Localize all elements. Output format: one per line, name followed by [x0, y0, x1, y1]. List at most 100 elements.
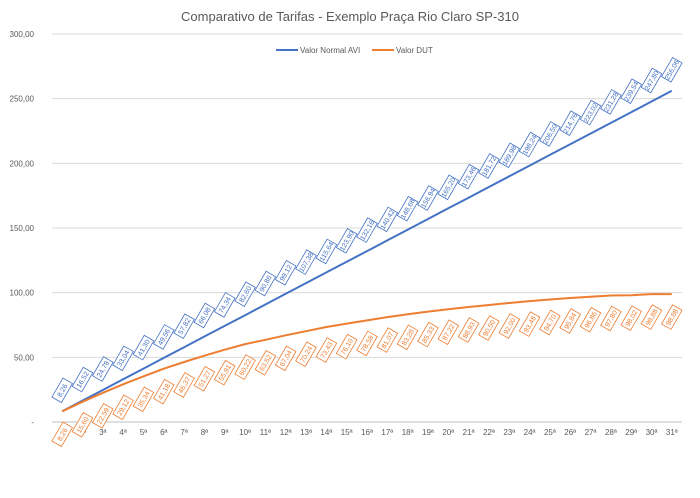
data-label-box: [660, 56, 683, 83]
series-line-0: [61, 89, 673, 413]
data-label-1: 90,50: [478, 315, 500, 341]
x-tick-label: 20ª: [442, 428, 454, 437]
x-tick-label: 18ª: [402, 428, 414, 437]
data-label-0: 231,28: [600, 89, 622, 115]
data-label-1: 96,86: [579, 306, 602, 333]
data-label-box: [539, 121, 561, 147]
data-label-0: 198,24: [518, 131, 541, 158]
data-label-0: 90,86: [254, 270, 277, 297]
data-label-box: [193, 365, 216, 392]
data-label-box: [91, 356, 114, 382]
data-label-box: [417, 185, 439, 211]
y-tick-label: 300,00: [10, 30, 35, 39]
data-label-1: 70,24: [295, 341, 317, 368]
y-tick-label: 200,00: [10, 159, 35, 168]
y-tick-label: -: [31, 418, 34, 427]
data-label-1: 51,27: [193, 365, 216, 392]
data-label-1: 94,70: [539, 309, 561, 336]
data-label-box: [71, 411, 94, 438]
data-label-1: 63,52: [254, 349, 277, 376]
x-tick-label: 11ª: [260, 428, 271, 437]
data-label-0: 49,56: [152, 324, 175, 350]
x-tick-label: 5ª: [140, 428, 147, 437]
data-label-box: [152, 324, 175, 350]
data-label-0: 74,34: [213, 292, 236, 318]
data-label-0: 123,90: [335, 227, 358, 254]
data-label-1: 15,60: [71, 411, 94, 438]
series-line-1: [61, 293, 672, 413]
data-label-0: 24,78: [91, 356, 114, 382]
x-tick-label: 14ª: [320, 428, 332, 437]
data-label-0: 247,80: [640, 67, 663, 94]
data-label-1: 41,18: [152, 378, 175, 405]
data-label-box: [376, 206, 399, 233]
data-label-box: [437, 174, 460, 201]
data-label-box: [173, 313, 195, 340]
data-label-1: 76,10: [335, 333, 358, 360]
x-tick-label: 16ª: [361, 428, 373, 437]
x-tick-label: 17ª: [381, 428, 393, 437]
data-label-box: [315, 238, 338, 265]
data-label-box: [498, 142, 521, 169]
data-label-1: 78,58: [356, 330, 378, 357]
x-tick-label: 13ª: [300, 428, 312, 437]
x-tick-label: 27ª: [585, 428, 597, 437]
data-label-box: [132, 334, 155, 361]
data-label-box: [152, 378, 175, 405]
data-label-box: [579, 99, 602, 126]
data-label-0: 189,98: [498, 142, 521, 169]
data-label-1: 35,34: [132, 386, 155, 413]
data-label-box: [376, 327, 399, 353]
data-label-0: 239,54: [620, 78, 643, 105]
data-label-box: [254, 349, 277, 376]
data-label-box: [478, 153, 500, 179]
data-label-box: [396, 195, 419, 222]
data-label-0: 132,16: [356, 217, 378, 243]
data-label-0: 16,52: [71, 366, 94, 393]
data-label-0: 115,64: [315, 238, 338, 265]
data-label-0: 33,04: [112, 345, 134, 372]
data-label-1: 98,88: [660, 304, 683, 330]
data-label-box: [315, 337, 338, 363]
data-label-box: [112, 345, 134, 372]
chart-title: Comparativo de Tarifas - Exemplo Praça R…: [181, 9, 519, 24]
data-label-box: [457, 317, 480, 343]
data-label-box: [437, 319, 460, 346]
data-label-box: [640, 67, 663, 94]
legend-label-valor-normal-avi: Valor Normal AVI: [300, 46, 360, 55]
data-label-box: [193, 302, 216, 329]
data-label-1: 55,91: [213, 359, 236, 386]
x-tick-label: 10ª: [239, 428, 251, 437]
data-label-0: 223,02: [579, 99, 602, 126]
x-tick-label: 21ª: [463, 428, 475, 437]
data-label-box: [396, 324, 419, 351]
data-label-box: [539, 309, 561, 336]
x-tick-label: 4ª: [119, 428, 126, 437]
x-tick-label: 12ª: [280, 428, 292, 437]
data-label-0: 57,82: [173, 313, 195, 340]
data-label-box: [213, 359, 236, 386]
data-label-0: 256,06: [660, 56, 683, 83]
x-tick-label: 22ª: [483, 428, 495, 437]
data-label-box: [518, 311, 541, 337]
x-tick-label: 25ª: [544, 428, 556, 437]
data-label-box: [274, 345, 297, 372]
data-label-box: [640, 304, 663, 330]
data-label-box: [356, 330, 378, 357]
data-label-1: 92,00: [498, 313, 521, 339]
x-tick-label: 15ª: [341, 428, 353, 437]
data-label-box: [559, 308, 582, 334]
data-label-1: 60,22: [234, 354, 256, 380]
data-label-0: 173,46: [457, 163, 480, 190]
data-label-box: [620, 78, 643, 105]
y-tick-label: 50,00: [14, 353, 35, 362]
data-label-1: 93,48: [518, 311, 541, 337]
data-label-box: [335, 227, 358, 254]
x-axis: 1ª2ª3ª4ª5ª6ª7ª8ª9ª10ª11ª12ª13ª14ª15ª16ª1…: [58, 428, 677, 437]
data-label-box: [234, 281, 256, 308]
data-label-box: [335, 333, 358, 360]
data-label-1: 22,59: [91, 402, 114, 429]
data-label-0: 156,94: [417, 185, 439, 211]
